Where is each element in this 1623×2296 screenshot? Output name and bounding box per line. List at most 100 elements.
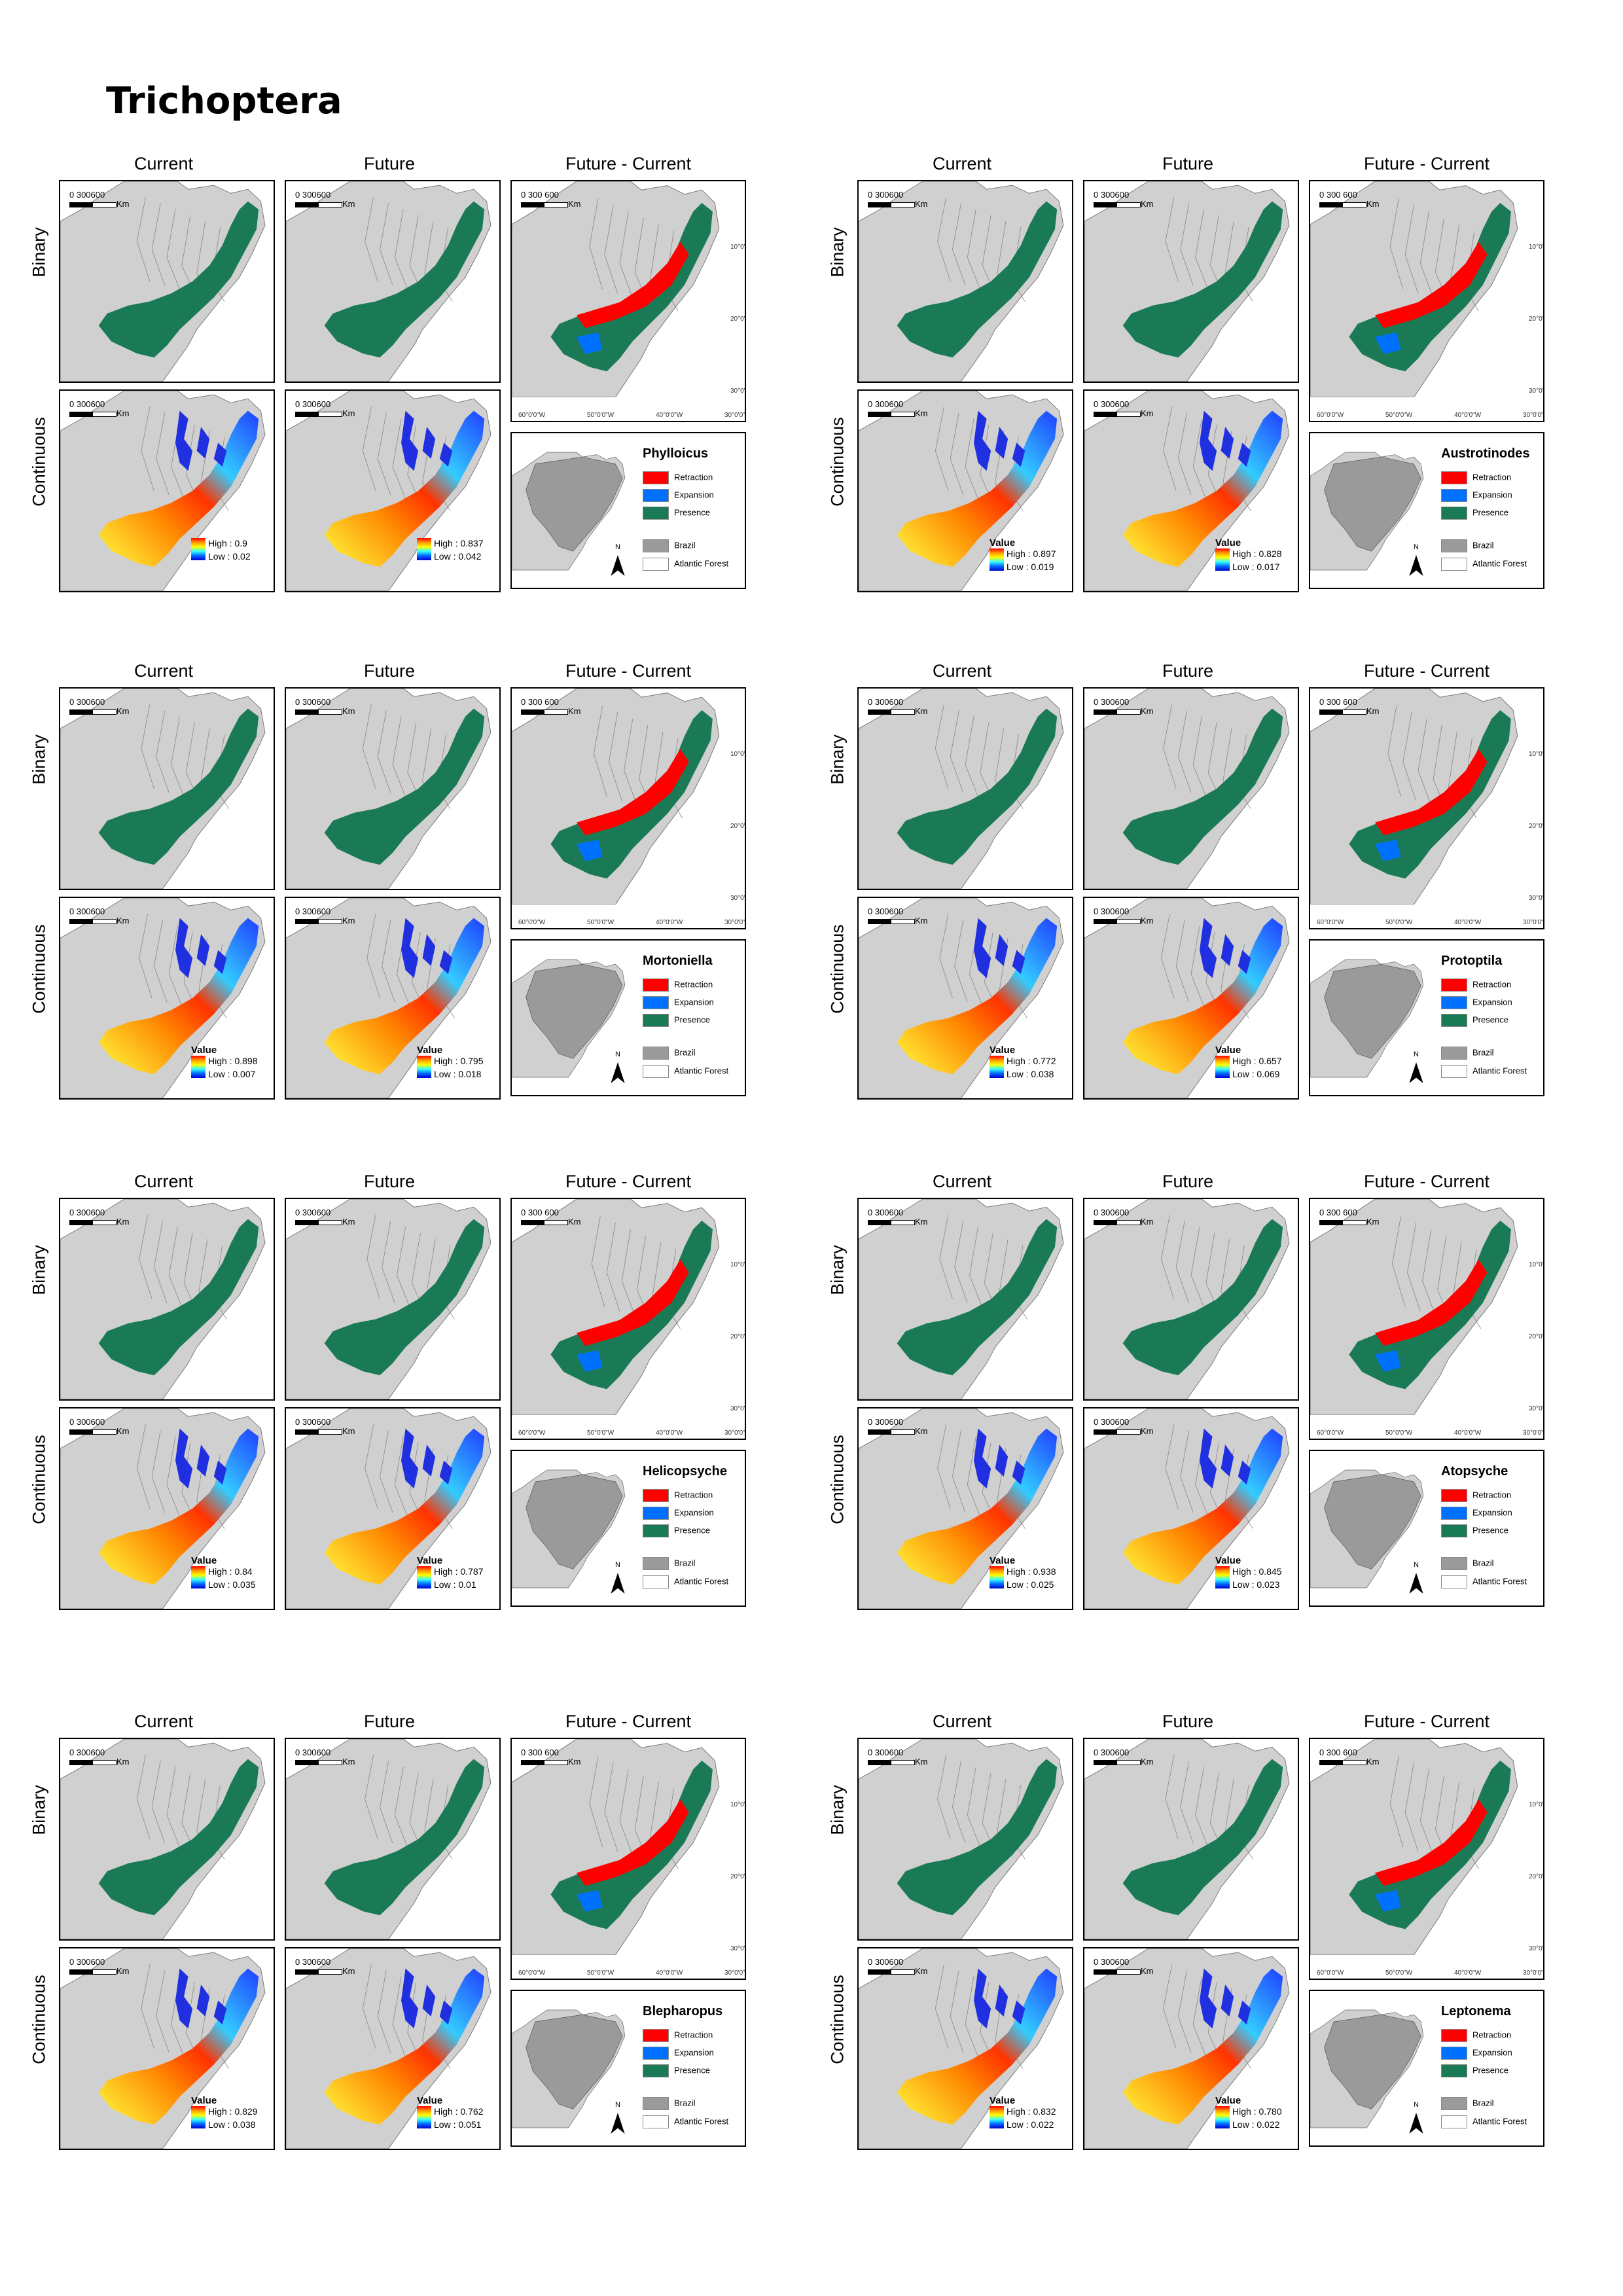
- expansion-area: [577, 1350, 603, 1372]
- presence-area: [550, 203, 713, 372]
- scale-text: 0 300600: [69, 399, 105, 409]
- legend-swatch-atlantic: [643, 2115, 669, 2128]
- land-mass: [60, 1739, 266, 1939]
- brazil-area: [526, 963, 623, 1059]
- genus-name: Mortoniella: [643, 954, 713, 968]
- scale-unit: Km: [915, 706, 928, 716]
- legend-label-atlantic: Atlantic Forest: [1472, 1066, 1527, 1076]
- legend-item-brazil: Brazil: [643, 539, 696, 552]
- longitude-label: 30°0'0"W: [724, 1969, 745, 1977]
- legend-swatch-presence: [643, 507, 669, 520]
- legend-swatch-expansion: [643, 996, 669, 1009]
- scale-bar-graphic: [69, 918, 116, 924]
- legend-swatch-expansion: [1441, 489, 1467, 502]
- presence-area: [98, 1219, 259, 1376]
- legend-swatch-expansion: [643, 2047, 669, 2060]
- legend-item-atlantic: Atlantic Forest: [643, 1065, 728, 1078]
- scale-text: 0 300 600: [521, 697, 559, 707]
- value-legend: Value High : 0.657 Low : 0.069: [1215, 1045, 1282, 1079]
- presence-area: [1122, 1219, 1283, 1376]
- border-line: [624, 719, 637, 806]
- value-low: Low : 0.051: [434, 2119, 482, 2130]
- map-svg: [1084, 689, 1290, 889]
- legend-label-retraction: Retraction: [674, 472, 713, 482]
- binary-future-map: 0 300600 Km: [1083, 687, 1299, 890]
- column-header-diff: Future - Current: [565, 154, 692, 173]
- map-svg: [859, 1948, 1064, 2149]
- border-line: [939, 914, 953, 999]
- land-mass: [1310, 181, 1518, 397]
- scale-bar: 0 300600 Km: [69, 190, 130, 209]
- border-line: [965, 716, 978, 797]
- column-header-current: Current: [134, 661, 194, 681]
- column-header-future: Future: [1162, 1712, 1214, 1731]
- border-line: [141, 1964, 154, 2049]
- row-header-binary: Binary: [827, 1785, 847, 1835]
- value-legend-title: Value: [1215, 1555, 1241, 1566]
- map-svg: [1310, 689, 1518, 905]
- scale-bar: 0 300 600 Km: [521, 698, 581, 716]
- legend-label-retraction: Retraction: [674, 2030, 713, 2040]
- legend-label-expansion: Expansion: [674, 2047, 714, 2058]
- map-svg: [286, 181, 491, 382]
- border-line: [937, 1424, 951, 1509]
- value-high: High : 0.938: [1007, 1566, 1056, 1577]
- legend-swatch-presence: [1441, 1524, 1467, 1537]
- longitude-label: 50°0'0"W: [1385, 919, 1413, 926]
- scale-bar: 0 300 600 Km: [1319, 190, 1380, 209]
- brazil-area: [1324, 1474, 1421, 1570]
- value-low: Low : 0.035: [208, 1579, 256, 1590]
- land-mass: [286, 1199, 491, 1399]
- scale-unit: Km: [1366, 199, 1380, 209]
- border-line: [166, 1436, 180, 1517]
- border-line: [151, 1430, 166, 1513]
- binary-current-map: 0 300600 Km: [59, 1738, 275, 1941]
- future-current-map: 0 300 600 Km 10°0'0"S 20°0'0"S 30°0'0"S 60°0'…: [510, 180, 746, 422]
- scale-unit: Km: [342, 199, 355, 209]
- border-line: [621, 1229, 635, 1316]
- border-line: [1175, 1221, 1190, 1304]
- border-line: [1192, 716, 1207, 797]
- value-legend: Value High : 0.84 Low : 0.035: [191, 1556, 255, 1590]
- scale-unit: Km: [1141, 1757, 1154, 1767]
- border-line: [1391, 1216, 1406, 1308]
- scale-unit: Km: [116, 1217, 130, 1227]
- map-svg: [512, 689, 720, 905]
- border-line: [156, 412, 169, 495]
- land-mass: [60, 181, 266, 382]
- latitude-label: 30°0'0"S: [1529, 1945, 1544, 1952]
- border-line: [151, 203, 166, 286]
- scale-bar: 0 300 600 Km: [521, 190, 581, 209]
- border-line: [171, 716, 185, 797]
- presence-area: [98, 708, 259, 865]
- presence-area: [1349, 710, 1511, 879]
- map-svg: [512, 181, 720, 397]
- legend-item-presence: Presence: [643, 1524, 710, 1537]
- value-legend-labels: High : 0.762 Low : 0.051: [434, 2106, 484, 2130]
- value-low: Low : 0.022: [1232, 2119, 1280, 2130]
- presence-area: [1349, 203, 1511, 372]
- north-arrow-icon: [611, 2113, 625, 2134]
- value-legend-title: Value: [417, 1555, 443, 1566]
- expansion-area: [1375, 1350, 1401, 1372]
- scale-text: 0 300 600: [521, 1208, 559, 1217]
- latitude-label: 20°0'0"S: [1529, 1873, 1544, 1880]
- latitude-label: 10°0'0"S: [730, 751, 745, 758]
- map-svg: [60, 1948, 266, 2149]
- north-arrow-label: N: [615, 2101, 620, 2109]
- legend-swatch-atlantic: [1441, 1065, 1467, 1078]
- longitude-label: 40°0'0"W: [656, 412, 683, 419]
- border-line: [935, 704, 949, 789]
- legend-label-expansion: Expansion: [1472, 1507, 1512, 1518]
- scale-bar-graphic: [69, 1429, 116, 1435]
- scale-bar: 0 300600 Km: [295, 698, 355, 716]
- scale-bar-graphic: [521, 1219, 568, 1225]
- continuous-future-map: 0 300600 Km Value High : 0.657 Low : 0.069: [1083, 897, 1299, 1100]
- longitude-label: 60°0'0"W: [1317, 1969, 1344, 1977]
- value-legend: High : 0.837 Low : 0.042: [417, 538, 484, 562]
- brazil-inset-map: [512, 452, 626, 571]
- continuous-future-map: 0 300600 Km Value High : 0.780 Low : 0.022: [1083, 1947, 1299, 2150]
- legend-item-retraction: Retraction: [1441, 2029, 1511, 2042]
- scale-bar-graphic: [69, 709, 116, 715]
- longitude-label: 40°0'0"W: [1454, 1969, 1482, 1977]
